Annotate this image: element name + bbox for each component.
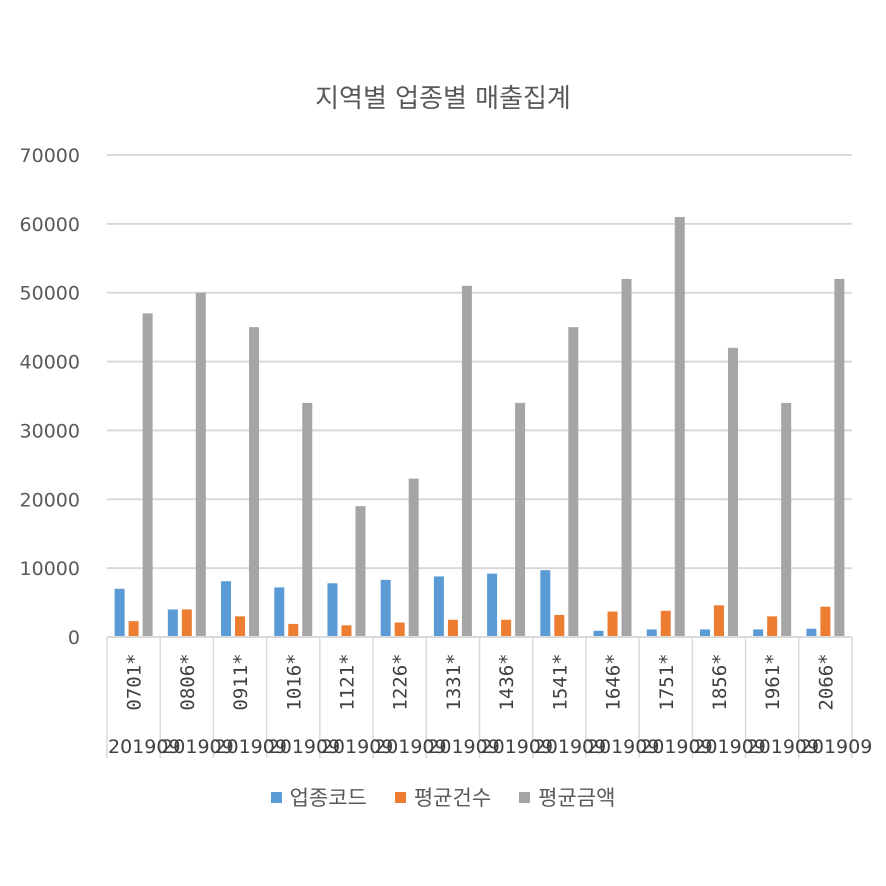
category-group-label: 201909 bbox=[481, 736, 554, 758]
category-label: 1121* bbox=[336, 653, 358, 710]
x-axis: 0701* 201909 0806* 201909 0911* 201909 1016* 20… bbox=[106, 636, 873, 758]
category-label: 1751* bbox=[656, 653, 678, 710]
bar-평균건수 bbox=[394, 622, 405, 637]
bar-평균건수 bbox=[181, 609, 192, 637]
bar-평균건수 bbox=[767, 616, 778, 637]
category-label: 1436* bbox=[496, 653, 518, 710]
category-label: 1541* bbox=[549, 653, 571, 710]
category-group-label: 201909 bbox=[108, 736, 181, 758]
bar-평균금액 bbox=[568, 327, 579, 637]
category-group-label: 201909 bbox=[800, 736, 873, 758]
bar-업종코드 bbox=[487, 573, 498, 637]
category-group-label: 201909 bbox=[693, 736, 766, 758]
legend-swatch bbox=[394, 791, 406, 803]
bar-평균금액 bbox=[408, 478, 419, 637]
y-tick-label: 10000 bbox=[20, 558, 80, 580]
bar-평균건수 bbox=[288, 623, 299, 637]
bar-평균금액 bbox=[195, 292, 206, 637]
bar-업종코드 bbox=[753, 629, 764, 637]
legend-label: 평균금액 bbox=[538, 786, 616, 810]
category-group-label: 201909 bbox=[587, 736, 660, 758]
bars bbox=[114, 216, 845, 637]
bar-평균건수 bbox=[447, 619, 458, 637]
legend-swatch bbox=[270, 791, 282, 803]
category-group-label: 201909 bbox=[640, 736, 713, 758]
legend-label: 평균건수 bbox=[413, 786, 492, 810]
bar-평균건수 bbox=[607, 611, 618, 637]
bar-업종코드 bbox=[433, 576, 444, 637]
bar-업종코드 bbox=[806, 628, 817, 637]
legend-swatch bbox=[519, 791, 531, 803]
bar-평균건수 bbox=[341, 625, 352, 637]
bar-평균금액 bbox=[461, 285, 472, 637]
bar-평균건수 bbox=[660, 610, 671, 637]
bar-평균금액 bbox=[781, 402, 792, 637]
bar-평균건수 bbox=[235, 616, 246, 637]
bar-평균건수 bbox=[501, 619, 512, 637]
y-tick-label: 60000 bbox=[20, 214, 80, 236]
bar-업종코드 bbox=[646, 629, 657, 637]
category-group-label: 201909 bbox=[321, 736, 394, 758]
legend: 업종코드 평균건수 평균금액 bbox=[0, 782, 886, 812]
y-tick-label: 0 bbox=[68, 627, 80, 649]
bar-업종코드 bbox=[327, 583, 338, 637]
category-group-label: 201909 bbox=[374, 736, 447, 758]
bar-평균금액 bbox=[621, 278, 632, 637]
category-label: 0806* bbox=[177, 653, 199, 710]
legend-label: 업종코드 bbox=[289, 786, 367, 810]
category-label: 1016* bbox=[283, 653, 305, 710]
category-label: 2066* bbox=[815, 653, 837, 710]
bar-평균금액 bbox=[834, 278, 845, 637]
category-group-label: 201909 bbox=[214, 736, 287, 758]
bar-업종코드 bbox=[593, 630, 604, 637]
bar-평균금액 bbox=[142, 313, 153, 637]
bar-평균건수 bbox=[820, 606, 831, 637]
category-group-label: 201909 bbox=[747, 736, 820, 758]
bar-평균건수 bbox=[713, 605, 724, 637]
legend-item: 평균건수 bbox=[394, 782, 492, 812]
chart-title: 지역별 업종별 매출집계 bbox=[315, 84, 571, 114]
bar-업종코드 bbox=[380, 579, 391, 637]
category-label: 1331* bbox=[443, 653, 465, 710]
bar-평균금액 bbox=[727, 347, 738, 637]
bar-평균건수 bbox=[128, 621, 139, 637]
category-label: 1226* bbox=[390, 653, 412, 710]
bar-업종코드 bbox=[114, 588, 125, 637]
y-tick-label: 70000 bbox=[20, 145, 80, 167]
bar-평균금액 bbox=[355, 506, 366, 637]
category-label: 0701* bbox=[124, 653, 146, 710]
category-label: 1856* bbox=[709, 653, 731, 710]
bar-업종코드 bbox=[699, 629, 710, 637]
y-tick-label: 20000 bbox=[20, 489, 80, 511]
bar-업종코드 bbox=[221, 581, 232, 637]
bar-평균건수 bbox=[554, 614, 565, 637]
category-label: 1646* bbox=[603, 653, 625, 710]
y-axis-tick-labels: 0 10000 20000 30000 40000 50000 60000 70000 bbox=[20, 145, 80, 649]
y-tick-label: 50000 bbox=[20, 283, 80, 305]
category-label: 0911* bbox=[230, 653, 252, 710]
y-tick-label: 40000 bbox=[20, 352, 80, 374]
category-group-label: 201909 bbox=[427, 736, 500, 758]
category-group-label: 201909 bbox=[161, 736, 234, 758]
bar-평균금액 bbox=[674, 216, 685, 637]
bar-업종코드 bbox=[167, 609, 178, 637]
category-group-label: 201909 bbox=[534, 736, 607, 758]
y-tick-label: 30000 bbox=[20, 420, 80, 442]
bar-평균금액 bbox=[515, 402, 526, 637]
bar-업종코드 bbox=[274, 587, 285, 637]
gridlines bbox=[107, 154, 852, 570]
category-label: 1961* bbox=[762, 653, 784, 710]
bar-업종코드 bbox=[540, 570, 551, 637]
bar-평균금액 bbox=[249, 327, 260, 637]
category-group-label: 201909 bbox=[268, 736, 341, 758]
bar-평균금액 bbox=[302, 402, 313, 637]
legend-item: 평균금액 bbox=[519, 782, 615, 812]
legend-item: 업종코드 bbox=[270, 782, 367, 812]
